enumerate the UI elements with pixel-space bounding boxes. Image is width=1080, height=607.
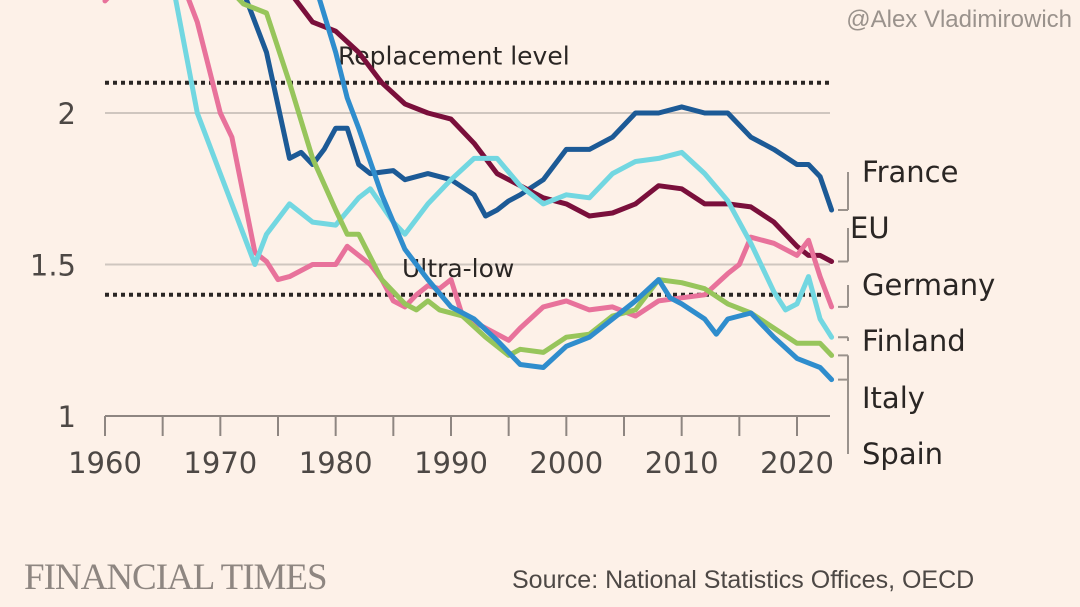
legend-label-italy: Italy: [862, 381, 925, 415]
x-tick-label: 1990: [414, 446, 488, 480]
series-line-italy: [236, 0, 835, 358]
series-line-eu: [292, 0, 835, 264]
series-line-finland: [173, 0, 835, 340]
legend-connector: [838, 172, 849, 211]
legend-label-spain: Spain: [862, 437, 943, 471]
x-tick-label: 2000: [529, 446, 603, 480]
y-tick-label: 2: [58, 97, 76, 131]
watermark: @Alex Vladimirowich: [846, 6, 1072, 33]
series-line-spain: [317, 0, 835, 383]
legend-connector: [838, 336, 849, 341]
x-tick-label: 2010: [645, 446, 719, 480]
series-line-germany: [102, 0, 835, 343]
x-tick-label: 1980: [299, 446, 373, 480]
x-tick-label: 1960: [68, 446, 142, 480]
legend-connector: [838, 228, 849, 263]
reference-line-label: Replacement level: [338, 42, 570, 71]
x-tick-label: 2020: [760, 446, 834, 480]
legend-label-eu: EU: [850, 211, 890, 245]
legend-connector: [838, 285, 849, 308]
source-note: Source: National Statistics Offices, OEC…: [512, 566, 975, 594]
legend-connector: [838, 378, 849, 454]
ft-logo: FINANCIAL TIMES: [24, 557, 328, 598]
x-tick-label: 1970: [183, 446, 257, 480]
legend-label-germany: Germany: [862, 268, 995, 302]
y-tick-label: 1.5: [30, 249, 76, 283]
legend-connector: [838, 354, 849, 398]
legend-label-finland: Finland: [862, 324, 966, 358]
legend-label-france: France: [862, 155, 958, 189]
series-line-france: [243, 0, 835, 219]
y-tick-label: 1: [58, 400, 76, 434]
